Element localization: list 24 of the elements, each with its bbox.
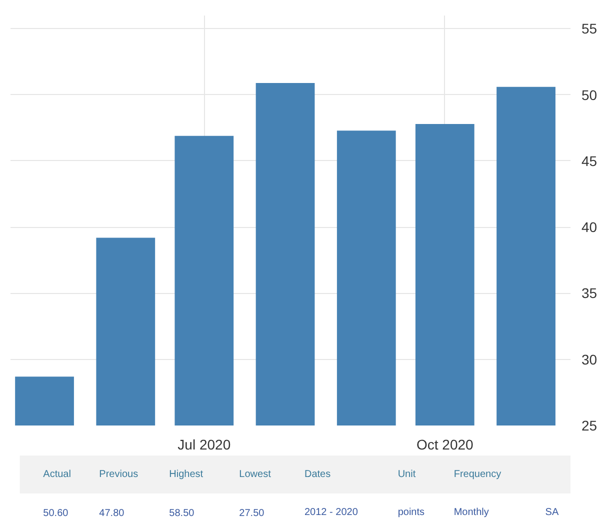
- y-tick-label: 25: [582, 418, 598, 434]
- text: Frequency: [454, 469, 502, 480]
- text: Monthly: [454, 507, 489, 518]
- text: 2012 - 2020: [304, 507, 358, 518]
- y-tick-label: 45: [582, 152, 598, 169]
- y-tick-label: 35: [582, 285, 598, 302]
- text: Dates: [304, 469, 331, 480]
- text: 27.50: [239, 508, 265, 519]
- y-tick-label: 55: [582, 20, 598, 37]
- text: Lowest: [239, 469, 272, 480]
- text: 47.80: [99, 508, 125, 519]
- text: 58.50: [169, 508, 195, 519]
- y-tick-label: 50: [582, 86, 598, 103]
- text: Highest: [169, 469, 204, 480]
- y-tick-label: 40: [582, 219, 598, 236]
- text: Unit: [398, 469, 416, 480]
- x-tick-label: Oct 2020: [416, 436, 474, 452]
- text: Actual: [43, 469, 71, 480]
- text: Previous: [99, 469, 138, 480]
- text: SA: [545, 507, 559, 518]
- text: 50.60: [43, 508, 69, 519]
- y-tick-label: 30: [582, 351, 598, 368]
- x-tick-label: Jul 2020: [178, 436, 231, 452]
- text: points: [398, 507, 425, 518]
